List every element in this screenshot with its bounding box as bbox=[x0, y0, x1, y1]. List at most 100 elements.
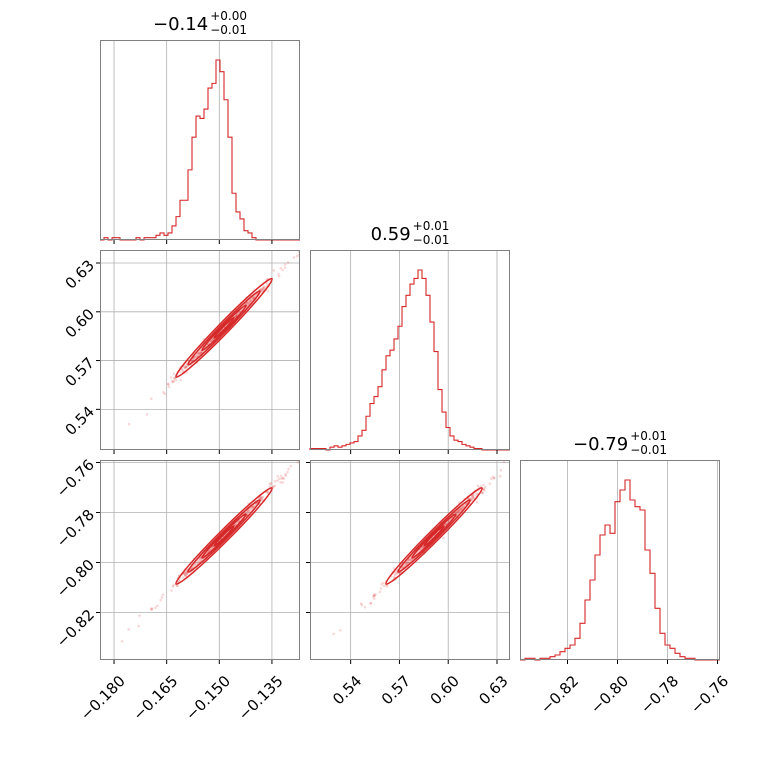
contour-level-3 bbox=[213, 316, 235, 339]
sample-point bbox=[372, 597, 376, 600]
sample-point bbox=[372, 595, 375, 598]
y-tick-label: −0.80 bbox=[53, 556, 98, 601]
contour-level-0 bbox=[385, 487, 483, 585]
contour-level-3 bbox=[213, 525, 235, 547]
contour-level-0 bbox=[175, 487, 273, 585]
density-core bbox=[183, 495, 265, 577]
contour-level-2 bbox=[201, 513, 247, 559]
sample-point bbox=[279, 480, 282, 484]
sample-point bbox=[183, 571, 186, 575]
sample-point bbox=[169, 376, 173, 379]
sample-point bbox=[277, 274, 281, 278]
x-tick-label: 0.60 bbox=[427, 672, 463, 708]
sample-point bbox=[172, 372, 176, 376]
joint-panel-param0-vs-param2: −0.180 −0.165 −0.150 −0.135 −0.82 −0.80 −0.78 −… bbox=[53, 456, 300, 724]
sample-point bbox=[276, 479, 279, 482]
joint-panel-param0-vs-param2-background bbox=[100, 460, 300, 660]
sample-point bbox=[378, 590, 382, 594]
sample-point bbox=[458, 509, 461, 512]
joint-panel-param0-vs-param1-frame bbox=[100, 250, 300, 450]
sample-point bbox=[369, 601, 372, 605]
sample-point bbox=[252, 295, 256, 299]
sample-point bbox=[276, 474, 279, 478]
sample-point bbox=[295, 245, 298, 248]
x-tick-label: −0.78 bbox=[637, 672, 682, 717]
x-tick-label: −0.135 bbox=[235, 672, 287, 724]
sample-point bbox=[279, 474, 283, 478]
sample-point bbox=[455, 510, 459, 514]
sample-point bbox=[235, 313, 239, 317]
sample-point bbox=[296, 460, 300, 464]
sample-point bbox=[456, 509, 460, 513]
sample-point bbox=[120, 639, 124, 643]
sample-point bbox=[475, 501, 479, 504]
histogram-step-2 bbox=[520, 479, 720, 661]
sample-point bbox=[286, 261, 290, 264]
sample-point bbox=[332, 632, 336, 636]
sample-point bbox=[161, 593, 165, 597]
sample-point bbox=[197, 352, 200, 356]
joint-panel-param1-vs-param2-background bbox=[310, 460, 510, 660]
sample-point bbox=[166, 382, 170, 386]
joint-panel-param0-vs-param1: 0.54 0.57 0.60 0.63 bbox=[62, 245, 304, 454]
title-value: −0.79 bbox=[573, 434, 628, 455]
contour-level-0 bbox=[175, 277, 273, 378]
sample-point bbox=[236, 520, 240, 523]
sample-point bbox=[207, 550, 210, 553]
sample-point bbox=[406, 560, 410, 564]
sample-point bbox=[284, 474, 288, 477]
sample-point bbox=[127, 422, 131, 426]
title-value: −0.14 bbox=[153, 14, 208, 35]
sample-point bbox=[382, 584, 386, 588]
sample-point bbox=[483, 488, 486, 492]
histogram-step-1 bbox=[309, 269, 510, 451]
sample-point bbox=[292, 256, 296, 259]
sample-point bbox=[409, 558, 413, 562]
sample-point bbox=[475, 492, 478, 496]
sample-point bbox=[359, 602, 363, 605]
sample-point bbox=[248, 299, 252, 303]
sample-point bbox=[296, 456, 299, 459]
sample-point bbox=[190, 567, 193, 571]
sample-point bbox=[178, 370, 182, 374]
sample-point bbox=[372, 593, 376, 597]
sample-point bbox=[185, 365, 188, 369]
y-tick-label: 0.60 bbox=[62, 305, 98, 341]
contour-level-1 bbox=[397, 499, 471, 573]
sample-point bbox=[460, 507, 464, 511]
sample-point bbox=[185, 570, 188, 574]
sample-point bbox=[149, 397, 153, 401]
sample-point bbox=[184, 574, 187, 578]
title-upper-error: +0.01 bbox=[630, 429, 667, 443]
sample-point bbox=[234, 314, 238, 318]
sample-point bbox=[289, 464, 292, 468]
sample-point bbox=[499, 468, 503, 472]
sample-point bbox=[273, 484, 277, 488]
sample-point bbox=[167, 385, 171, 389]
sample-point bbox=[472, 496, 475, 500]
title-lower-error: −0.01 bbox=[413, 233, 450, 247]
sample-point bbox=[258, 496, 262, 500]
sample-point bbox=[172, 379, 175, 383]
sample-point bbox=[401, 565, 405, 569]
sample-point bbox=[252, 296, 255, 300]
sample-point bbox=[190, 359, 194, 363]
sample-point bbox=[280, 477, 283, 480]
sample-point bbox=[488, 482, 492, 485]
contour-level-1 bbox=[187, 290, 261, 366]
sample-point bbox=[301, 253, 304, 256]
sample-point bbox=[283, 266, 287, 269]
sample-point bbox=[210, 339, 213, 343]
sample-point bbox=[159, 598, 162, 602]
sample-point bbox=[476, 484, 480, 488]
sample-point bbox=[385, 585, 389, 588]
sample-point bbox=[491, 475, 495, 478]
sample-point bbox=[184, 574, 187, 577]
density-core bbox=[183, 286, 265, 369]
sample-point bbox=[281, 268, 284, 272]
sample-point bbox=[462, 505, 465, 509]
sample-point bbox=[269, 482, 273, 485]
x-tick-label: −0.80 bbox=[587, 672, 632, 717]
sample-point bbox=[181, 368, 184, 371]
sample-point bbox=[509, 461, 510, 463]
